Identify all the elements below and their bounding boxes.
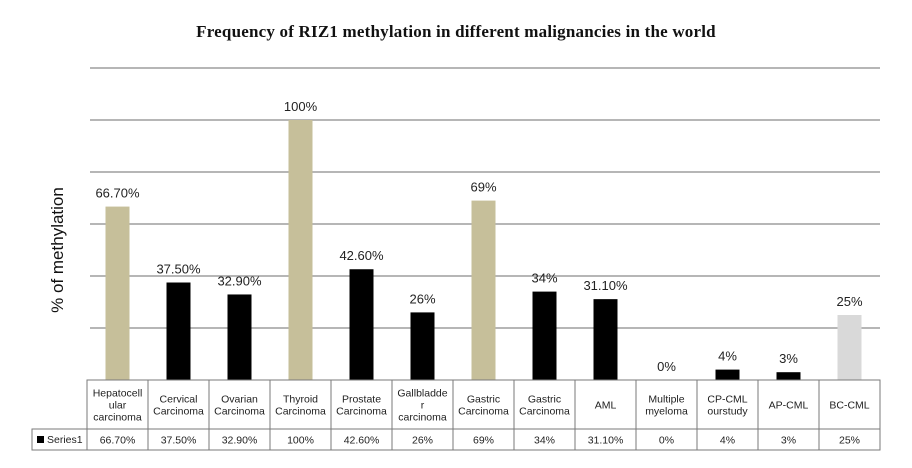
table-cell: 34% — [534, 435, 555, 447]
chart-title: Frequency of RIZ1 methylation in differe… — [196, 22, 716, 41]
category-label: Gastric Carcinoma — [519, 394, 570, 418]
table-cell: 37.50% — [161, 435, 197, 447]
bar — [166, 282, 191, 380]
bar — [837, 315, 862, 380]
data-label: 32.90% — [217, 273, 262, 288]
category-label: Gastric Carcinoma — [458, 394, 509, 418]
bar — [227, 294, 252, 380]
category-label: Gallbladde r carcinoma — [397, 388, 447, 424]
bar — [715, 369, 740, 380]
legend-series-name: Series1 — [47, 434, 83, 446]
category-label: Hepatocell ular carcinoma — [93, 388, 143, 424]
category-label: Ovarian Carcinoma — [214, 394, 265, 418]
data-label: 66.70% — [95, 186, 140, 201]
table-cell: 4% — [720, 435, 735, 447]
bar — [776, 372, 801, 380]
bar — [593, 299, 618, 380]
table-cell: 100% — [287, 435, 314, 447]
bar — [105, 206, 130, 380]
data-label: 31.10% — [583, 278, 628, 293]
table-cell: 42.60% — [344, 435, 380, 447]
legend-key — [37, 436, 44, 443]
bar — [410, 312, 435, 380]
data-table-row — [31, 428, 881, 451]
table-cell: 25% — [839, 435, 860, 447]
data-label: 34% — [531, 271, 557, 286]
category-label: Thyroid Carcinoma — [275, 394, 326, 418]
table-cell: 66.70% — [100, 435, 136, 447]
table-cell: 69% — [473, 435, 494, 447]
bar — [288, 120, 313, 380]
category-label: CP-CML ourstudy — [707, 394, 748, 418]
data-label: 4% — [718, 349, 737, 364]
category-label: Multiple myeloma — [645, 394, 688, 418]
bar — [471, 200, 496, 380]
data-label: 26% — [409, 291, 435, 306]
table-cell: 26% — [412, 435, 433, 447]
data-label: 0% — [657, 359, 676, 374]
bar — [349, 269, 374, 380]
data-label: 3% — [779, 351, 798, 366]
category-label: AML — [595, 400, 617, 412]
table-cell: 0% — [659, 435, 674, 447]
data-label: 42.60% — [339, 248, 384, 263]
table-cell: 31.10% — [588, 435, 624, 447]
category-label: AP-CML — [769, 400, 809, 412]
data-label: 37.50% — [156, 262, 201, 277]
table-cell: 32.90% — [222, 435, 258, 447]
data-label: 25% — [836, 294, 862, 309]
data-label: 100% — [284, 99, 318, 114]
category-label: BC-CML — [829, 400, 869, 412]
category-label: Prostate Carcinoma — [336, 394, 387, 418]
category-label: Cervical Carcinoma — [153, 394, 204, 418]
table-cell: 3% — [781, 435, 796, 447]
bar — [532, 291, 557, 380]
data-label: 69% — [470, 180, 496, 195]
